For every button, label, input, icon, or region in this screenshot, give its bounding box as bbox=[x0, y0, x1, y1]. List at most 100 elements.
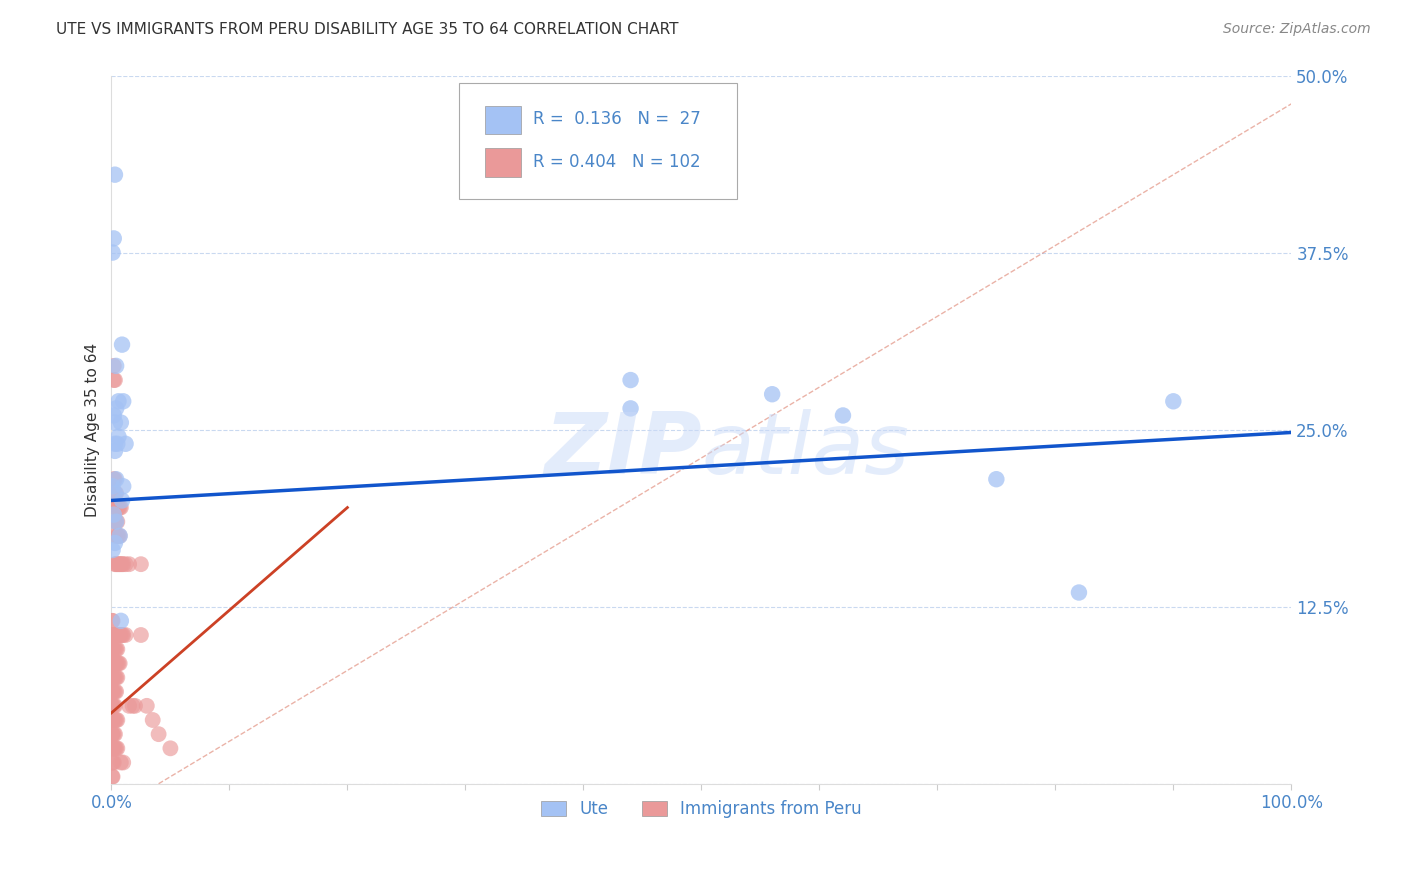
Point bbox=[135, 698, 157, 713]
Point bbox=[104, 486, 127, 500]
Point bbox=[104, 443, 127, 458]
Point bbox=[103, 741, 125, 756]
Point bbox=[112, 756, 135, 770]
Point bbox=[101, 628, 124, 642]
Point bbox=[103, 472, 125, 486]
Point bbox=[104, 713, 127, 727]
Point bbox=[105, 741, 128, 756]
Text: Source: ZipAtlas.com: Source: ZipAtlas.com bbox=[1223, 22, 1371, 37]
Point bbox=[148, 727, 170, 741]
Point bbox=[111, 493, 134, 508]
Point bbox=[101, 770, 124, 784]
Point bbox=[101, 727, 124, 741]
Point bbox=[101, 713, 124, 727]
Point bbox=[105, 713, 128, 727]
Point bbox=[114, 557, 136, 571]
Point bbox=[104, 727, 127, 741]
Point bbox=[105, 515, 128, 529]
Text: R =  0.136   N =  27: R = 0.136 N = 27 bbox=[533, 111, 700, 128]
Point bbox=[101, 614, 124, 628]
FancyBboxPatch shape bbox=[460, 83, 737, 200]
Point bbox=[124, 698, 146, 713]
Point bbox=[761, 387, 783, 401]
Point bbox=[108, 557, 131, 571]
Point bbox=[104, 642, 127, 657]
Point bbox=[108, 657, 131, 671]
Text: UTE VS IMMIGRANTS FROM PERU DISABILITY AGE 35 TO 64 CORRELATION CHART: UTE VS IMMIGRANTS FROM PERU DISABILITY A… bbox=[56, 22, 679, 37]
Point bbox=[101, 671, 124, 685]
Point bbox=[105, 437, 128, 451]
Point bbox=[104, 437, 127, 451]
Legend: Ute, Immigrants from Peru: Ute, Immigrants from Peru bbox=[534, 794, 869, 825]
Point bbox=[112, 394, 135, 409]
Point bbox=[105, 401, 128, 416]
Point bbox=[619, 401, 641, 416]
Point bbox=[105, 628, 128, 642]
Point bbox=[104, 373, 127, 387]
Point bbox=[103, 508, 125, 522]
Point bbox=[110, 557, 132, 571]
Point bbox=[110, 756, 132, 770]
Point bbox=[101, 642, 124, 657]
Point bbox=[111, 628, 134, 642]
Point bbox=[107, 394, 129, 409]
Point bbox=[103, 756, 125, 770]
Point bbox=[104, 628, 127, 642]
Point bbox=[121, 698, 143, 713]
Point bbox=[107, 657, 129, 671]
Point bbox=[107, 628, 129, 642]
Point bbox=[101, 657, 124, 671]
Point bbox=[104, 557, 127, 571]
Point bbox=[103, 698, 125, 713]
Point bbox=[104, 168, 127, 182]
Point bbox=[105, 515, 128, 529]
Point bbox=[104, 486, 127, 500]
Point bbox=[129, 628, 152, 642]
Point bbox=[105, 557, 128, 571]
Point bbox=[105, 486, 128, 500]
Point bbox=[101, 741, 124, 756]
Point bbox=[111, 337, 134, 351]
Point bbox=[101, 741, 124, 756]
Point bbox=[104, 472, 127, 486]
Point bbox=[101, 245, 124, 260]
Point bbox=[112, 628, 135, 642]
FancyBboxPatch shape bbox=[485, 148, 520, 177]
Point bbox=[111, 557, 134, 571]
Point bbox=[101, 684, 124, 698]
Point bbox=[101, 756, 124, 770]
Point bbox=[103, 231, 125, 245]
Point bbox=[103, 628, 125, 642]
Point bbox=[103, 359, 125, 373]
Point bbox=[986, 472, 1008, 486]
Point bbox=[101, 684, 124, 698]
Point bbox=[101, 770, 124, 784]
Point bbox=[110, 628, 132, 642]
Point bbox=[107, 430, 129, 444]
Point bbox=[112, 479, 135, 493]
Point bbox=[104, 529, 127, 543]
Point bbox=[110, 614, 132, 628]
Point bbox=[104, 500, 127, 515]
Point bbox=[105, 500, 128, 515]
Point bbox=[103, 642, 125, 657]
Point bbox=[107, 529, 129, 543]
Point bbox=[105, 472, 128, 486]
Point bbox=[103, 657, 125, 671]
Point bbox=[105, 642, 128, 657]
Point bbox=[619, 373, 641, 387]
Text: R = 0.404   N = 102: R = 0.404 N = 102 bbox=[533, 153, 700, 171]
Point bbox=[105, 671, 128, 685]
Point bbox=[101, 713, 124, 727]
Point bbox=[107, 500, 129, 515]
Point bbox=[118, 557, 141, 571]
Point bbox=[105, 557, 128, 571]
Point bbox=[101, 642, 124, 657]
Point bbox=[101, 657, 124, 671]
Point bbox=[103, 684, 125, 698]
Point bbox=[103, 671, 125, 685]
Point bbox=[114, 437, 136, 451]
Point bbox=[105, 657, 128, 671]
Point bbox=[101, 698, 124, 713]
Point bbox=[103, 409, 125, 423]
